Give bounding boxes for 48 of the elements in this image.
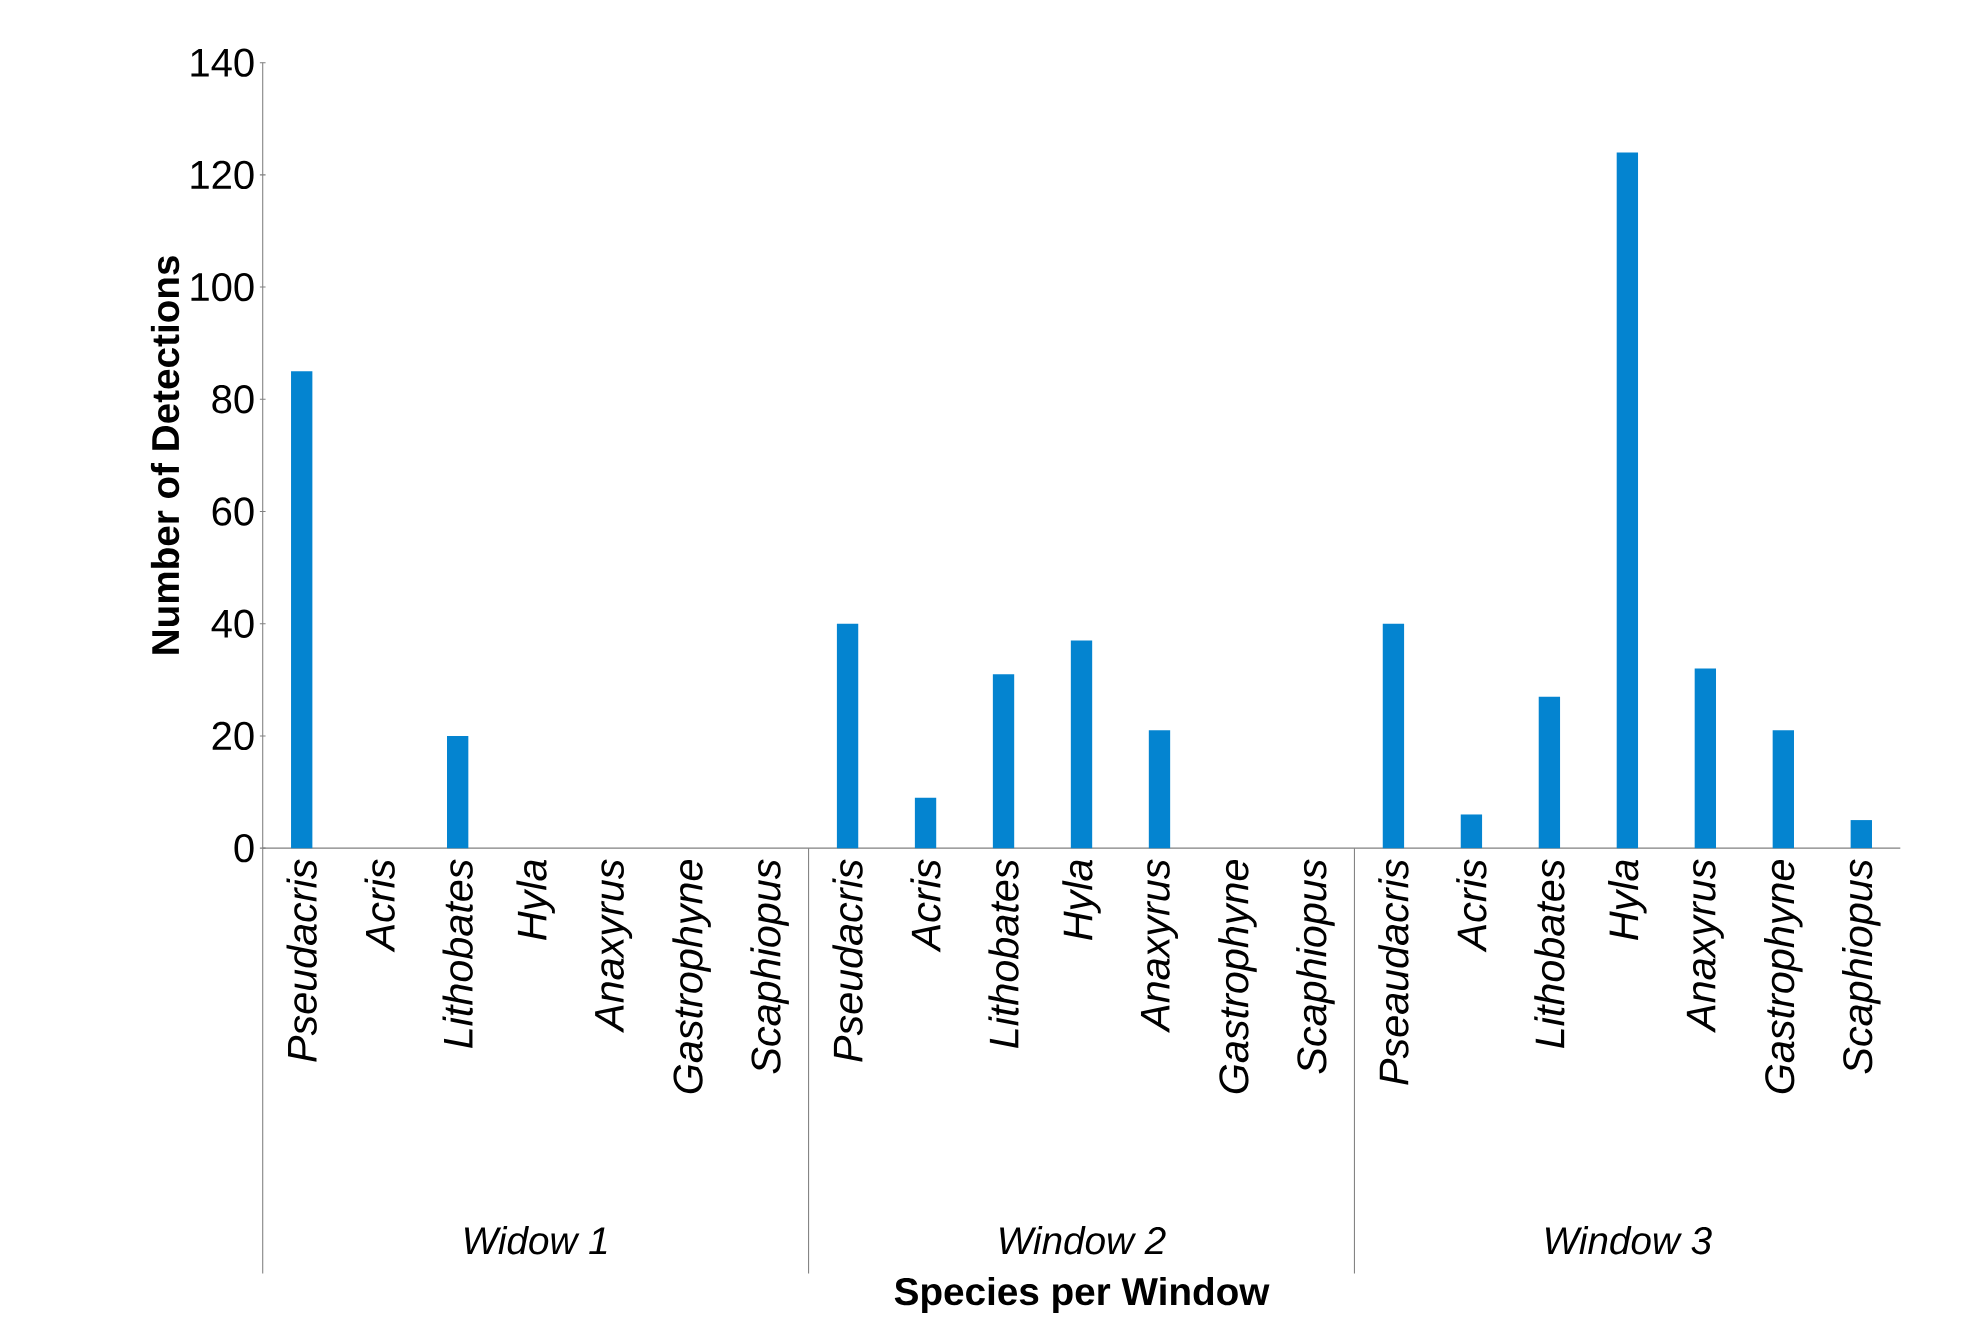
- x-tick-label: Anaxyrus: [595, 859, 633, 1034]
- bar: [1070, 640, 1093, 849]
- x-tick-label: Hyla: [1062, 860, 1101, 941]
- bar: [914, 797, 937, 849]
- bar: [1694, 668, 1717, 849]
- x-tick-label: Hyla: [1608, 860, 1647, 941]
- x-tick-label: Scaphiopus: [1842, 859, 1881, 1074]
- y-tick-label: 60: [212, 497, 254, 526]
- bar: [1772, 730, 1794, 849]
- bar: [1538, 696, 1561, 849]
- y-tick-label: 0: [234, 834, 254, 863]
- x-tick-label: Pseudacris: [832, 859, 863, 1062]
- y-tick-label: 20: [212, 721, 254, 751]
- y-axis-title: Number of Detections: [150, 256, 180, 654]
- x-tick-label: Anaxyrus: [1140, 859, 1178, 1034]
- x-tick-label: Pseaudacris: [1378, 859, 1409, 1085]
- x-tick-label: Scaphiopus: [1296, 859, 1335, 1074]
- x-tick-label: Hyla: [516, 860, 555, 941]
- bar: [447, 736, 469, 849]
- x-tick-label: Anaxyrus: [1686, 859, 1724, 1034]
- y-tick-label: 100: [191, 273, 254, 302]
- y-tick-label: 40: [211, 609, 254, 639]
- x-tick-label: Acris: [910, 859, 941, 953]
- y-tick-label: 140: [191, 48, 254, 78]
- bar: [1850, 820, 1872, 849]
- x-axis-title: Species per Window: [894, 1277, 1270, 1314]
- bar: [992, 674, 1015, 849]
- bar: [1616, 152, 1639, 849]
- bar: [1382, 623, 1405, 849]
- bar: [836, 623, 859, 849]
- y-tick-label: 80: [212, 385, 254, 414]
- x-tick-label: Lithobates: [988, 859, 1019, 1049]
- x-tick-label: Gastrophyne: [1764, 860, 1803, 1094]
- x-tick-label: Lithobates: [1534, 859, 1565, 1049]
- bar: [291, 371, 313, 849]
- x-tick-label: Acris: [1456, 859, 1487, 953]
- bar: [1460, 814, 1483, 849]
- x-tick-label: Gastrophyne: [672, 860, 711, 1094]
- text: Widow 1: [465, 1226, 607, 1255]
- y-tick-label: 120: [191, 160, 254, 190]
- text: Window 3: [1545, 1226, 1712, 1255]
- x-tick-label: Scaphiopus: [750, 859, 789, 1074]
- x-tick-label: Gastrophyne: [1218, 860, 1257, 1094]
- x-tick-label: Pseudacris: [286, 859, 317, 1062]
- text: Window 2: [1000, 1226, 1166, 1255]
- bar: [1148, 730, 1171, 849]
- x-tick-label: Lithobates: [442, 859, 473, 1049]
- x-tick-label: Acris: [364, 859, 395, 953]
